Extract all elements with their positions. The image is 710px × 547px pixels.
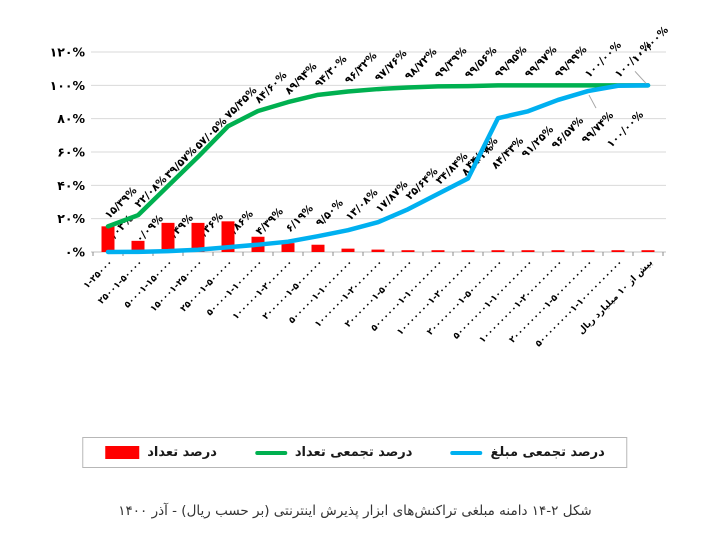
- y-axis-tick-label: ۴۰%: [57, 178, 85, 193]
- cumulative-count-data-label: ۹۴/۳۰%: [313, 53, 350, 90]
- cumulative-count-data-label: ۹۹/۳۹%: [433, 44, 470, 81]
- count-percent-bar: [281, 243, 295, 252]
- count-percent-bar: [401, 250, 415, 252]
- cumulative-amount-line: [105, 83, 651, 255]
- cumulative-count-line: [105, 83, 651, 229]
- count-percent-bar: [641, 250, 655, 252]
- cumulative-amount-line-swatch: [450, 450, 483, 455]
- count-percent-bar: [551, 250, 565, 252]
- y-axis-tick-label: ۸۰%: [57, 111, 85, 126]
- label-leader-line: [588, 94, 597, 109]
- y-axis-tick-label: ۱۲۰%: [50, 45, 86, 60]
- count-percent-bar: [491, 250, 505, 252]
- label-leader-line: [634, 70, 647, 84]
- count-percent-bar: [521, 250, 535, 252]
- legend-item-cumulative-count: درصد تجمعی تعداد: [254, 445, 413, 460]
- cumulative-count-data-label: ۹۹/۹۹%: [553, 43, 590, 80]
- x-axis-category-label: ۵۰۰۰۰۱-۱۰۰۰۰۰۰: [205, 258, 265, 318]
- legend-label-cumulative-amount: درصد تجمعی مبلغ: [490, 445, 605, 460]
- amount-range-combo-chart: ۰%۲۰%۴۰%۶۰%۸۰%۱۰۰%۱۲۰%۰/۰۳%۰/۰۹%۰/۴۹%۱/۳…: [50, 24, 672, 350]
- cumulative-count-data-label: ۹۸/۷۲%: [403, 45, 440, 82]
- count-percent-bar: [161, 222, 175, 252]
- cumulative-count-data-label: ۹۹/۹۵%: [493, 43, 530, 80]
- x-axis-category-label: ۲۵۰۰۰۱-۵۰۰۰۰۰: [179, 258, 235, 314]
- count-percent-bar: [371, 249, 385, 252]
- figure-caption: شکل ۲-۱۴ دامنه مبلغی تراکنش‌های ابزار پذ…: [118, 503, 592, 519]
- count-percent-bar: [131, 240, 145, 252]
- cumulative-amount-data-label: ۴/۳۹%: [254, 205, 287, 238]
- count-percent-bar: [461, 250, 475, 252]
- x-axis-category-label: ۱۵۰۰۰۱-۲۵۰۰۰۰: [149, 258, 205, 314]
- legend-item-count-percent: درصد تعداد: [105, 445, 217, 460]
- cumulative-count-data-label: ۱۰۰/۰۰%: [630, 24, 672, 66]
- count-percent-bar: [311, 244, 325, 252]
- cumulative-amount-data-label: ۹/۵۰%: [314, 197, 347, 230]
- y-axis-tick-label: ۶۰%: [57, 145, 85, 160]
- bar-series-swatch: [105, 446, 140, 459]
- y-axis-tick-label: ۱۰۰%: [50, 78, 86, 93]
- legend-item-cumulative-amount: درصد تجمعی مبلغ: [450, 445, 605, 460]
- y-axis-tick-label: ۲۰%: [57, 211, 85, 226]
- count-percent-bar: [431, 250, 445, 252]
- cumulative-count-data-label: ۹۷/۷۶%: [373, 47, 410, 84]
- legend-label-count-percent: درصد تعداد: [147, 445, 217, 460]
- cumulative-count-data-label: ۹۹/۹۷%: [523, 43, 560, 80]
- cumulative-count-data-label: ۷۵/۴۵%: [223, 84, 260, 121]
- count-percent-bar: [611, 250, 625, 252]
- count-percent-bar: [581, 250, 595, 252]
- chart-legend: درصد تعداد درصد تجمعی تعداد درصد تجمعی م…: [82, 437, 628, 468]
- count-percent-bar: [221, 221, 235, 252]
- cumulative-count-line-swatch: [254, 450, 287, 455]
- legend-label-cumulative-count: درصد تجمعی تعداد: [294, 445, 413, 460]
- cumulative-count-data-label: ۹۹/۵۶%: [463, 44, 500, 81]
- count-percent-bar: [101, 226, 115, 252]
- count-percent-bar: [191, 222, 205, 252]
- cumulative-count-data-label: ۹۶/۳۲%: [343, 49, 380, 86]
- count-percent-bar: [341, 248, 355, 252]
- y-axis-tick-label: ۰%: [65, 245, 86, 260]
